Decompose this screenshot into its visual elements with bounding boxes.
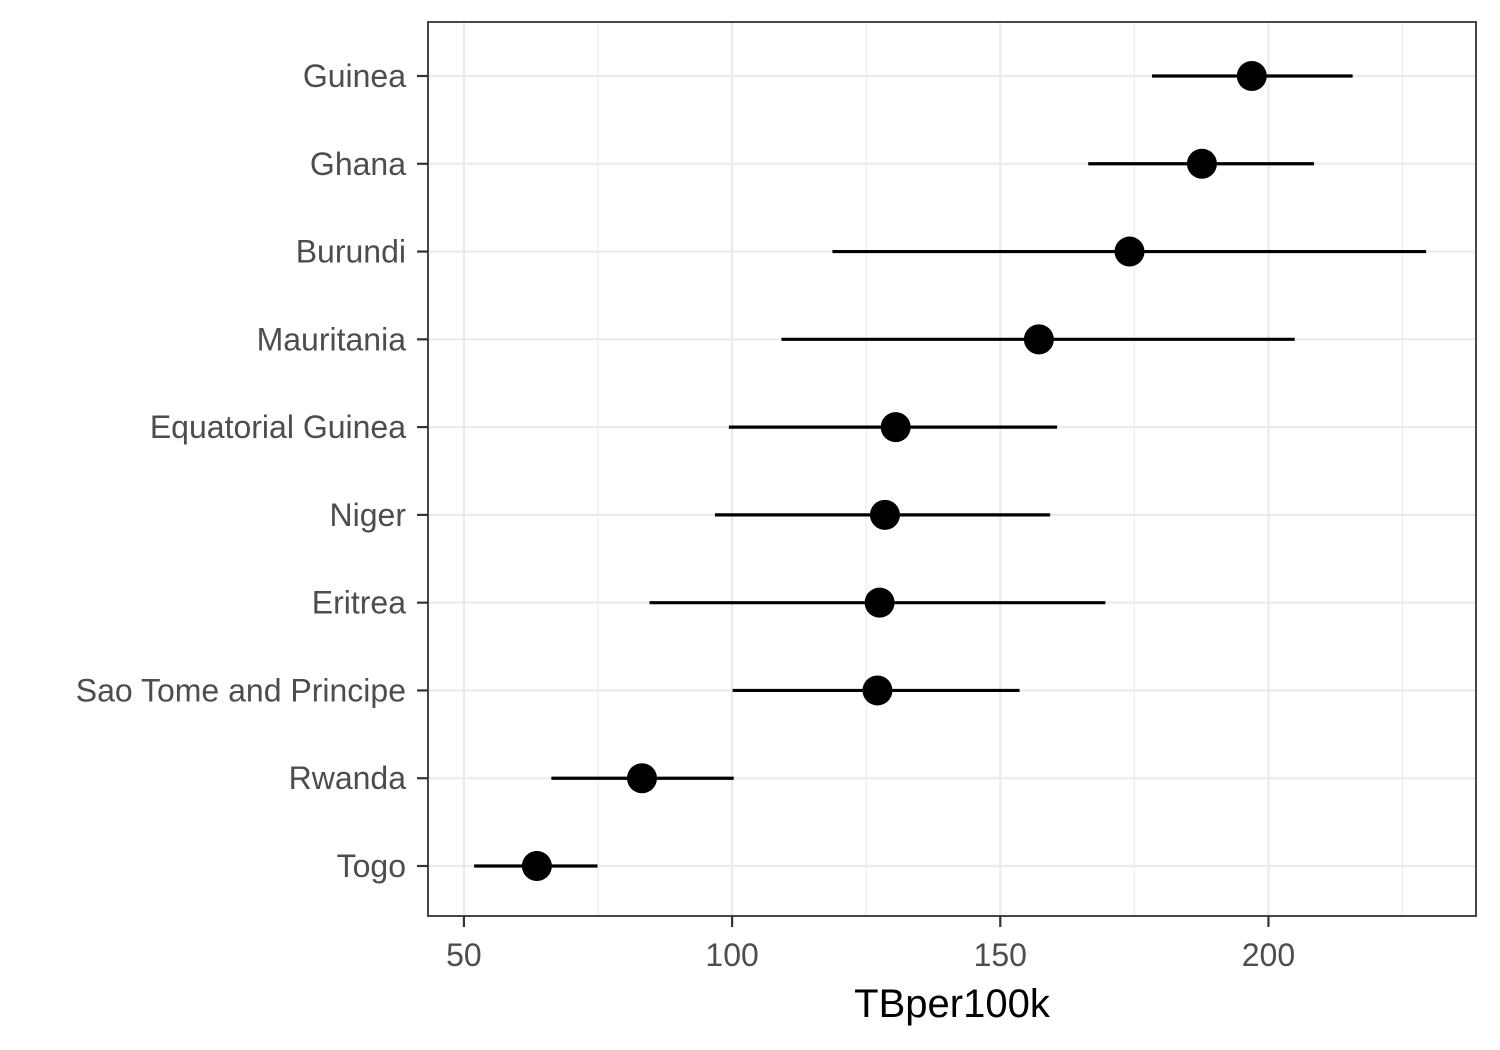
y-tick-label: Togo xyxy=(337,848,406,884)
data-point xyxy=(864,587,895,618)
data-point xyxy=(521,851,552,881)
x-axis-title: TBper100k xyxy=(854,982,1051,1026)
y-tick-label: Mauritania xyxy=(257,321,407,357)
y-tick-label: Rwanda xyxy=(289,760,407,796)
y-tick-label: Ghana xyxy=(310,146,406,182)
data-point xyxy=(869,499,900,530)
x-tick-label: 50 xyxy=(446,937,482,973)
y-tick-label: Burundi xyxy=(296,234,406,270)
y-tick-label: Equatorial Guinea xyxy=(150,409,406,445)
x-tick-label: 200 xyxy=(1242,937,1295,973)
y-tick-label: Eritrea xyxy=(312,585,406,621)
y-tick-label: Sao Tome and Principe xyxy=(76,672,406,708)
y-tick-label: Niger xyxy=(330,497,407,533)
points xyxy=(521,61,1267,881)
data-point xyxy=(626,763,657,794)
data-point xyxy=(1023,324,1054,355)
x-tick-label: 100 xyxy=(705,937,758,973)
panel-border xyxy=(427,21,1477,917)
data-point xyxy=(1236,61,1267,91)
data-point xyxy=(862,675,893,706)
x-tick-label: 150 xyxy=(974,937,1027,973)
data-point xyxy=(1114,236,1145,267)
data-point xyxy=(1186,148,1217,179)
y-axis: Togo Rwanda Sao Tome and Principe Eritrea Ni… xyxy=(76,58,428,884)
y-tick-label: Guinea xyxy=(303,58,406,94)
data-point xyxy=(880,412,911,443)
x-axis: 50 100 150 200 xyxy=(446,916,1295,973)
